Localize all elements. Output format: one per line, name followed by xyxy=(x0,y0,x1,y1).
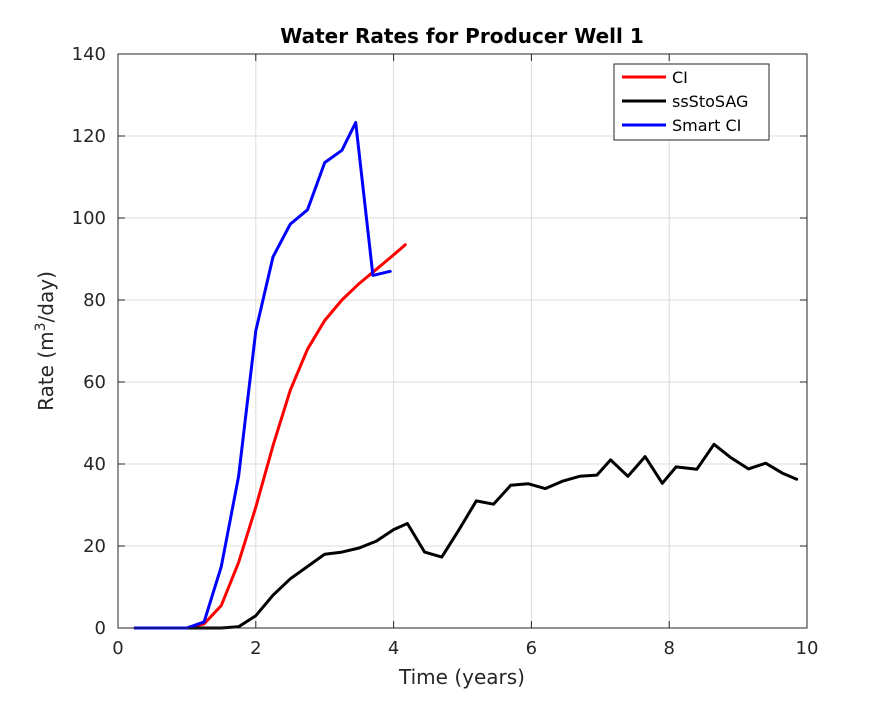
x-tick-label: 10 xyxy=(796,638,819,659)
x-tick-label: 0 xyxy=(112,638,123,659)
y-tick-label: 40 xyxy=(83,454,106,475)
y-tick-label: 0 xyxy=(95,618,106,639)
legend-label-ci: CI xyxy=(672,68,688,87)
y-axis-label: Rate (m3/day) xyxy=(33,271,58,411)
y-axis-label-suffix: /day) xyxy=(34,271,58,322)
plot-area xyxy=(118,54,807,628)
x-tick-label: 4 xyxy=(388,638,399,659)
y-tick-label: 120 xyxy=(72,126,106,147)
legend-label-ssstosag: ssStoSAG xyxy=(672,92,748,111)
legend: CI ssStoSAG Smart CI xyxy=(613,63,770,141)
y-tick-label: 100 xyxy=(72,208,106,229)
y-tick-label: 20 xyxy=(83,536,106,557)
x-tick-label: 8 xyxy=(663,638,674,659)
x-tick-label: 2 xyxy=(250,638,261,659)
y-tick-label: 80 xyxy=(83,290,106,311)
grid-lines xyxy=(118,54,807,628)
chart-title: Water Rates for Producer Well 1 xyxy=(280,24,644,48)
x-tick-label: 6 xyxy=(526,638,537,659)
y-tick-label: 140 xyxy=(72,44,106,65)
y-axis-label-prefix: Rate (m xyxy=(34,331,58,411)
series-line-ssstosag xyxy=(133,442,799,630)
axes-box xyxy=(117,53,808,629)
legend-label-smart-ci: Smart CI xyxy=(672,116,741,135)
y-axis-label-superscript: 3 xyxy=(33,322,49,331)
x-axis-label: Time (years) xyxy=(398,665,525,689)
y-tick-label: 60 xyxy=(83,372,106,393)
